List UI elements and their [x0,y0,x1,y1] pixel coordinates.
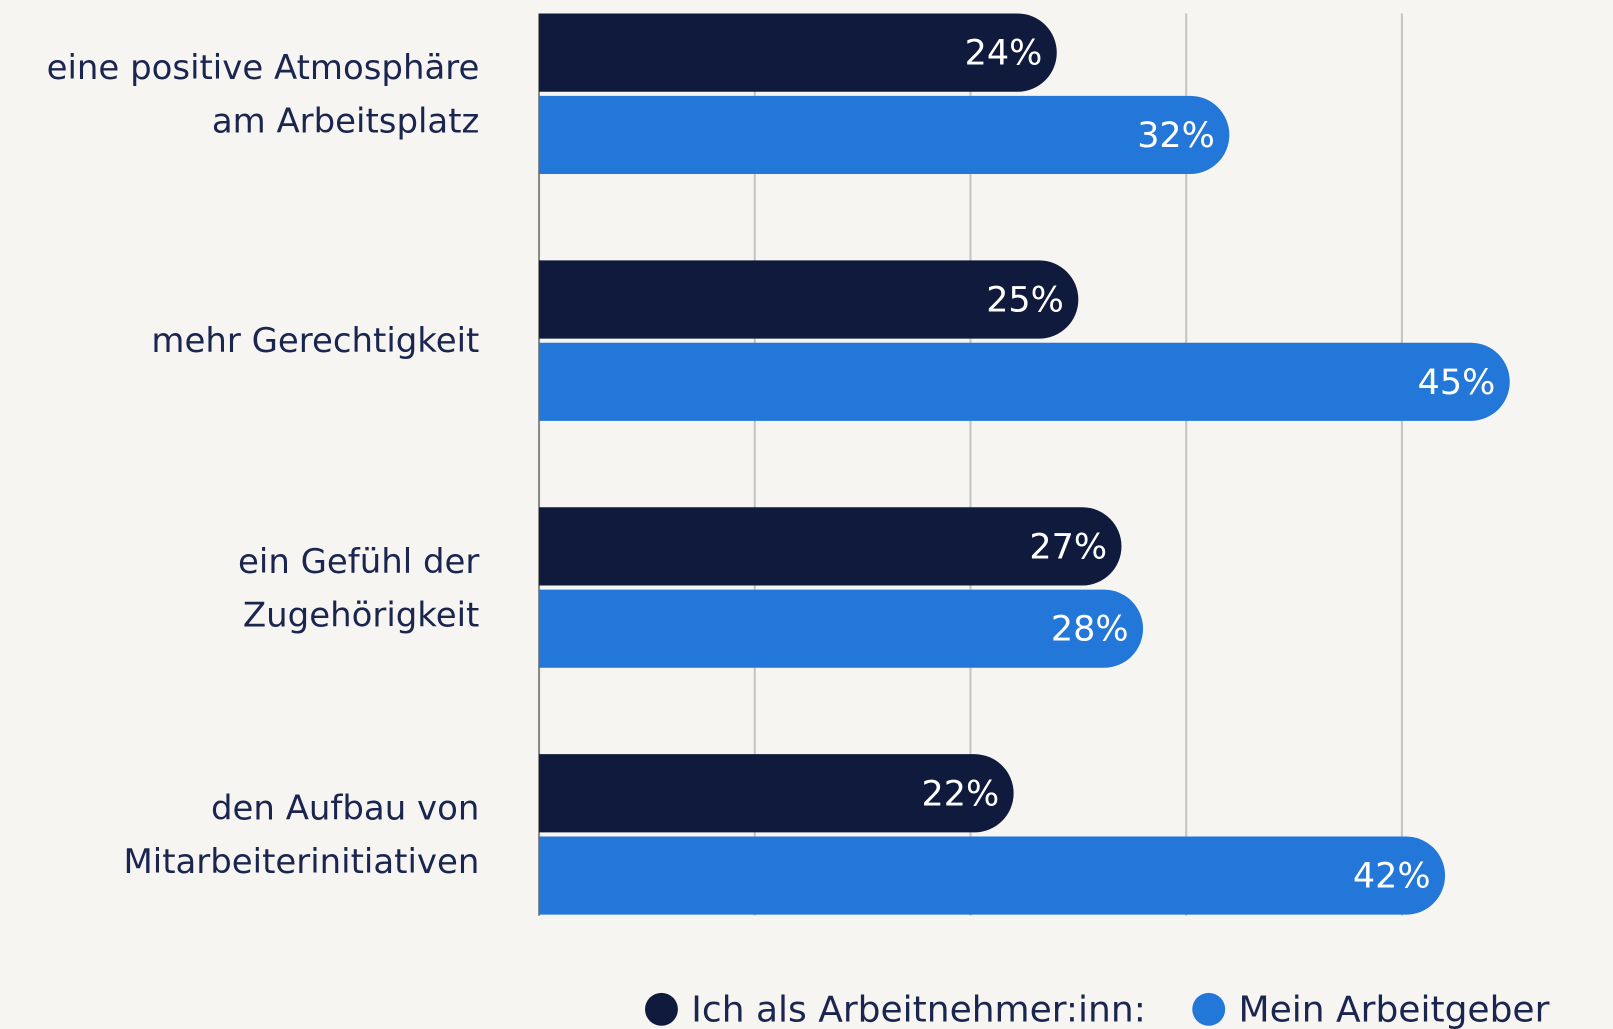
bar [539,260,1079,339]
category-label: ein Gefühl der Zugehörigkeit [238,541,479,634]
value-label: 27% [1029,527,1107,567]
bar [539,342,1510,421]
value-label: 45% [1418,363,1496,403]
value-label: 25% [986,281,1064,321]
legend-label: Ich als Arbeitnehmer:inn: [691,989,1146,1029]
bar [539,507,1122,586]
value-label: 22% [921,774,999,814]
value-label: 42% [1353,857,1431,897]
legend-marker [644,992,678,1026]
category-label: den Aufbau von Mitarbeiterinitiativen [123,788,479,881]
bar [539,754,1014,833]
value-label: 28% [1051,610,1129,650]
bar [539,13,1057,92]
category-label: eine positive Atmosphäre am Arbeitsplatz [47,48,480,141]
bar [539,95,1230,175]
legend-label: Mein Arbeitgeber [1239,989,1550,1029]
legend-marker [1192,992,1226,1026]
bar [539,836,1446,915]
bar [539,589,1144,668]
value-label: 24% [965,34,1043,74]
value-label: 32% [1137,116,1215,156]
category-label: mehr Gerechtigkeit [151,321,479,361]
